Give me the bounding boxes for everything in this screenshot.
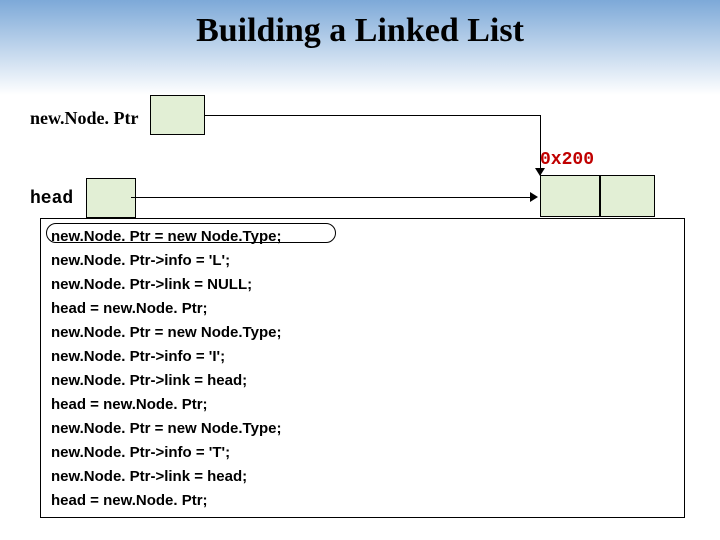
code-line: new.Node. Ptr = new Node.Type; [51,417,674,441]
code-line: new.Node. Ptr->info = 'L'; [51,249,674,273]
code-line: new.Node. Ptr->link = head; [51,465,674,489]
box-node-link [600,175,655,217]
box-node-info [540,175,600,217]
arrow-newnodeptr-seg2 [540,115,541,175]
code-line: head = new.Node. Ptr; [51,297,674,321]
label-head: head [30,189,73,209]
code-line: new.Node. Ptr = new Node.Type; [51,321,674,345]
code-line: new.Node. Ptr->link = head; [51,369,674,393]
arrow-newnodeptr-seg1 [205,115,540,116]
code-line: head = new.Node. Ptr; [51,489,674,513]
code-line: new.Node. Ptr = new Node.Type; [51,225,674,249]
arrow-head-head [530,192,538,202]
code-box: new.Node. Ptr = new Node.Type; new.Node.… [40,218,685,518]
address-label: 0x200 [540,150,594,170]
arrow-head-line [131,197,535,198]
code-line: new.Node. Ptr->link = NULL; [51,273,674,297]
code-line: head = new.Node. Ptr; [51,393,674,417]
code-line: new.Node. Ptr->info = 'I'; [51,345,674,369]
box-head [86,178,136,218]
box-newnodeptr [150,95,205,135]
label-newnodeptr: new.Node. Ptr [30,108,138,129]
page-title: Building a Linked List [0,12,720,50]
code-line: new.Node. Ptr->info = 'T'; [51,441,674,465]
arrow-newnodeptr-head [535,168,545,176]
